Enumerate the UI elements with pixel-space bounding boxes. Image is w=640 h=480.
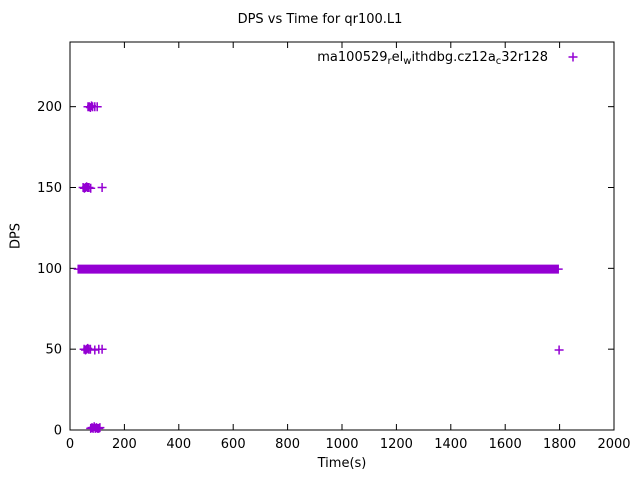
y-tick-label: 100 — [37, 262, 62, 277]
chart-title: DPS vs Time for qr100.L1 — [237, 12, 403, 27]
x-tick-label: 600 — [221, 437, 246, 452]
data-points — [73, 101, 564, 433]
x-axis-label: Time(s) — [317, 456, 367, 471]
x-tick-label: 1000 — [325, 437, 358, 452]
legend-label: ma100529relwithdbg.cz12ac32r128 — [317, 50, 548, 67]
legend-marker — [568, 52, 578, 62]
x-tick-label: 400 — [166, 437, 191, 452]
x-tick-label: 1400 — [434, 437, 467, 452]
plot-border — [69, 41, 615, 431]
y-tick-label: 50 — [45, 343, 62, 358]
x-tick-label: 0 — [66, 437, 74, 452]
y-tick-label: 0 — [54, 424, 62, 439]
x-tick-label: 1600 — [489, 437, 522, 452]
x-axis-ticks: 0 200 400 600 800 1000 1200 1400 1600 1800 2000 — [66, 42, 631, 452]
y-tick-label: 200 — [37, 100, 62, 115]
y-axis-ticks: 0 50 100 150 200 — [37, 100, 614, 439]
x-tick-label: 1800 — [543, 437, 576, 452]
legend: ma100529relwithdbg.cz12ac32r128 — [317, 50, 578, 67]
x-tick-label: 200 — [112, 437, 137, 452]
x-tick-label: 800 — [275, 437, 300, 452]
x-tick-label: 2000 — [597, 437, 630, 452]
y-tick-label: 150 — [37, 181, 62, 196]
x-tick-label: 1200 — [380, 437, 413, 452]
